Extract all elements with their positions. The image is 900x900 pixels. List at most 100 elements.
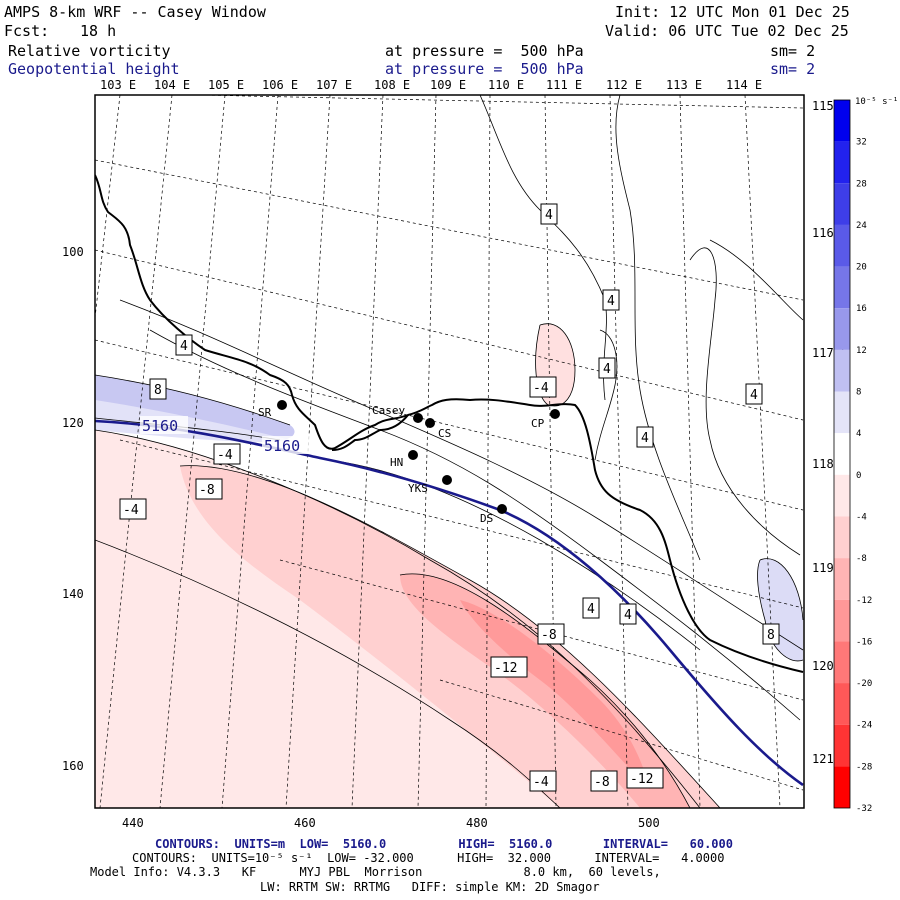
field2-pressure: at pressure = 500 hPa: [385, 60, 584, 78]
lon-label: 109 E: [430, 78, 466, 92]
vort-label: 4: [641, 431, 649, 446]
colorbar-label: -20: [856, 679, 872, 689]
station-casey-marker: [413, 413, 423, 423]
field2-smoothing: sm= 2: [770, 60, 816, 78]
lon-label: 108 E: [374, 78, 410, 92]
vorticity-shading: [95, 95, 804, 808]
station-yks-label: YKS: [408, 482, 428, 495]
colorbar-swatch: [834, 266, 850, 309]
colorbar: 32 28 24 20 16 12 8 4 0 -4 -8 -12 -16 -20 -24 -28 -32: [833, 99, 872, 814]
colorbar-label: -4: [856, 512, 867, 522]
vort-label: 4: [180, 339, 188, 354]
footer-vorticity-contours: CONTOURS: UNITS=10⁻⁵ s⁻¹ LOW= -32.000 HI…: [132, 851, 725, 865]
vort-label: 4: [603, 362, 611, 377]
lon-labels-top: 103 E 104 E 105 E 106 E 107 E 108 E 109 …: [100, 78, 762, 92]
colorbar-label: 28: [856, 179, 867, 189]
colorbar-swatch: [834, 391, 850, 434]
colorbar-label: 0: [856, 471, 861, 481]
lon-label: 111 E: [546, 78, 582, 92]
plot-frame: [94, 94, 805, 809]
colorbar-label: 8: [856, 388, 861, 398]
station-yks-marker: [442, 475, 452, 485]
station-cs-label: CS: [438, 427, 451, 440]
y-tick: 140: [62, 587, 84, 601]
vort-label: -12: [494, 661, 517, 676]
init-time: Init: 12 UTC Mon 01 Dec 25: [615, 3, 850, 21]
lon-label: 113 E: [666, 78, 702, 92]
field1-name: Relative vorticity: [8, 42, 171, 60]
shade-neg16: [460, 600, 650, 790]
forecast-label: Fcst:: [4, 22, 50, 40]
station-ds-marker: [497, 504, 507, 514]
colorbar-label: -32: [856, 804, 872, 814]
footer-height-contours: CONTOURS: UNITS=m LOW= 5160.0 HIGH= 5160…: [155, 837, 733, 851]
station-casey-label: Casey: [372, 404, 405, 417]
lon-label: 110 E: [488, 78, 524, 92]
colorbar-swatch: [834, 683, 850, 725]
colorbar-swatch: [834, 516, 850, 559]
colorbar-swatch: [834, 558, 850, 600]
field2-name: Geopotential height: [8, 60, 180, 78]
station-cp-marker: [550, 409, 560, 419]
colorbar-swatch: [834, 224, 850, 267]
colorbar-label: -8: [856, 554, 867, 564]
vort-label: -8: [199, 483, 215, 498]
colorbar-swatch: [834, 474, 850, 517]
colorbar-swatch: [834, 183, 850, 225]
vort-label: 8: [767, 628, 775, 643]
station-cs-marker: [425, 418, 435, 428]
station-sr-marker: [277, 400, 287, 410]
lon-label: 106 E: [262, 78, 298, 92]
footer-physics: LW: RRTM SW: RRTMG DIFF: simple KM: 2D S…: [260, 880, 600, 894]
colorbar-label: 20: [856, 263, 867, 273]
station-cp-label: CP: [531, 417, 545, 430]
vort-label: 8: [154, 383, 162, 398]
colorbar-label: 24: [856, 221, 867, 231]
y-tick: 100: [62, 245, 84, 259]
colorbar-label: 12: [856, 346, 867, 356]
lon-label: 112 E: [606, 78, 642, 92]
colorbar-swatch: [834, 641, 850, 684]
colorbar-label: 32: [856, 138, 867, 148]
lon-label: 104 E: [154, 78, 190, 92]
field1-pressure: at pressure = 500 hPa: [385, 42, 584, 60]
station-hn-label: HN: [390, 456, 403, 469]
lon-label: 105 E: [208, 78, 244, 92]
colorbar-label: 16: [856, 304, 867, 314]
height-label: 5160: [142, 417, 178, 435]
latlon-grid: [95, 95, 804, 808]
vorticity-labels: 4 4 4 4 4 4 4 4 8 8 -4 -4 -4 -4 -8 -8 -8…: [119, 203, 780, 792]
colorbar-swatch: [834, 349, 850, 392]
x-tick: 480: [466, 816, 488, 830]
valid-time: Valid: 06 UTC Tue 02 Dec 25: [605, 22, 849, 40]
footer-model-info: Model Info: V4.3.3 KF MYJ PBL Morrison 8…: [90, 865, 661, 879]
colorbar-unit: 10⁻⁵ s⁻¹: [855, 97, 898, 107]
height-label: 5160: [264, 437, 300, 455]
vort-label: 4: [750, 388, 758, 403]
shade-pos8: [95, 375, 295, 440]
height-labels: 5160 5160: [140, 416, 310, 455]
colorbar-swatch: [834, 766, 850, 808]
colorbar-label: -24: [856, 721, 872, 731]
colorbar-swatch: [834, 308, 850, 350]
colorbar-frame: [833, 99, 851, 809]
grid-ticks: 440 460 480 500 100 120 140 160: [62, 245, 660, 830]
colorbar-label: -28: [856, 762, 872, 772]
colorbar-swatch: [834, 100, 850, 142]
station-sr-label: SR: [258, 406, 272, 419]
vorticity-contours: [95, 95, 804, 808]
shade-pos4-east: [757, 558, 803, 661]
forecast-hour: 18 h: [80, 22, 117, 40]
vort-label: 4: [607, 294, 615, 309]
station-ds-label: DS: [480, 512, 493, 525]
vort-label: -4: [123, 503, 139, 518]
vort-label: -12: [630, 772, 653, 787]
lon-label: 107 E: [316, 78, 352, 92]
colorbar-swatch: [834, 599, 850, 642]
field1-smoothing: sm= 2: [770, 42, 816, 60]
vort-label: 4: [587, 602, 595, 617]
colorbar-label: -16: [856, 637, 872, 647]
colorbar-label: 4: [856, 429, 861, 439]
vort-label: -8: [541, 628, 557, 643]
